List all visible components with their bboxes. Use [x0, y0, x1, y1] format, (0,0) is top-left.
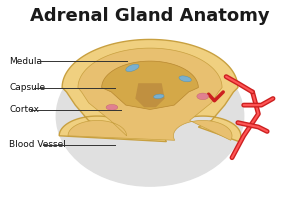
Ellipse shape [197, 93, 208, 100]
Text: Blood Vessel: Blood Vessel [9, 140, 66, 149]
Ellipse shape [179, 76, 191, 82]
Ellipse shape [154, 94, 164, 99]
Text: Cortex: Cortex [9, 105, 39, 114]
Polygon shape [59, 39, 241, 142]
Text: Adrenal Gland Anatomy: Adrenal Gland Anatomy [30, 7, 270, 25]
Circle shape [56, 46, 244, 186]
Ellipse shape [126, 64, 139, 72]
Text: Medula: Medula [9, 57, 42, 66]
Ellipse shape [106, 104, 118, 110]
Polygon shape [135, 83, 165, 107]
Polygon shape [102, 61, 198, 110]
Text: Capsule: Capsule [9, 83, 46, 92]
Polygon shape [68, 48, 232, 140]
